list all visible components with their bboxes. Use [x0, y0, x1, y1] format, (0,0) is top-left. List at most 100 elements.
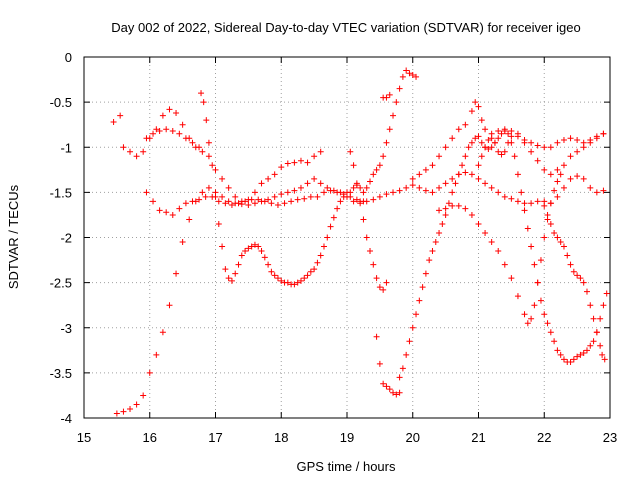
data-point [544, 320, 551, 327]
data-point [133, 401, 140, 408]
data-point [475, 103, 482, 110]
data-point [350, 184, 357, 191]
data-point [449, 202, 456, 209]
data-point [501, 193, 508, 200]
data-point [528, 139, 535, 146]
data-point [245, 245, 252, 252]
data-point [169, 211, 176, 218]
data-point [590, 338, 597, 345]
data-point [127, 148, 134, 155]
data-point [541, 166, 548, 173]
data-point [396, 187, 403, 194]
data-point [271, 272, 278, 279]
data-point [222, 266, 229, 273]
data-point [560, 184, 567, 191]
data-point [554, 166, 561, 173]
data-point [225, 198, 232, 205]
data-point [587, 184, 594, 191]
series-sat-e [347, 148, 403, 398]
data-point [110, 118, 117, 125]
data-point [491, 139, 498, 146]
data-point [597, 315, 604, 322]
data-point [488, 239, 495, 246]
data-point [232, 270, 239, 277]
data-point [314, 193, 321, 200]
data-point [557, 171, 564, 178]
data-point [373, 275, 380, 282]
y-tick-label: -3.5 [50, 366, 72, 381]
data-point [541, 144, 548, 151]
data-point [274, 275, 281, 282]
data-point [518, 189, 525, 196]
data-point [203, 117, 210, 124]
data-point [445, 200, 452, 207]
data-point [291, 187, 298, 194]
data-point [557, 239, 564, 246]
data-point [258, 248, 265, 255]
series-sat-c [143, 187, 367, 218]
data-point [537, 257, 544, 264]
data-point [304, 180, 311, 187]
x-tick-label: 23 [603, 430, 617, 445]
data-point [281, 200, 288, 207]
data-point [120, 144, 127, 151]
data-point [248, 243, 255, 250]
data-point [409, 175, 416, 182]
data-point [514, 293, 521, 300]
data-point [501, 261, 508, 268]
data-point [113, 410, 120, 417]
data-point [547, 200, 554, 207]
y-tick-label: 0 [65, 50, 72, 65]
y-tick-label: -0.5 [50, 95, 72, 110]
data-point [547, 329, 554, 336]
data-point [498, 130, 505, 137]
data-point [455, 126, 462, 133]
data-point [189, 139, 196, 146]
data-point [580, 350, 587, 357]
series-sat-f [347, 67, 420, 196]
data-point [311, 266, 318, 273]
data-point [478, 117, 485, 124]
data-point [383, 94, 390, 101]
data-point [413, 311, 420, 318]
data-point [482, 144, 489, 151]
data-point [212, 193, 219, 200]
data-point [554, 193, 561, 200]
data-point [320, 189, 327, 196]
data-point [284, 279, 291, 286]
data-points [110, 67, 610, 417]
data-point [600, 302, 607, 309]
data-point [580, 175, 587, 182]
data-point [416, 171, 423, 178]
data-point [360, 216, 367, 223]
data-point [317, 180, 324, 187]
data-point [580, 144, 587, 151]
data-point [449, 175, 456, 182]
data-point [531, 261, 538, 268]
data-point [528, 315, 535, 322]
data-point [593, 329, 600, 336]
data-point [337, 198, 344, 205]
data-point [297, 157, 304, 164]
data-point [574, 137, 581, 144]
series-sat-a [110, 106, 324, 205]
data-point [567, 175, 574, 182]
data-point [567, 261, 574, 268]
data-point [587, 302, 594, 309]
y-tick-label: -2.5 [50, 276, 72, 291]
data-point [560, 162, 567, 169]
data-point [317, 252, 324, 259]
data-point [376, 360, 383, 367]
data-point [478, 153, 485, 160]
chart-title: Day 002 of 2022, Sidereal Day-to-day VTE… [111, 20, 580, 35]
data-point [380, 153, 387, 160]
data-point [143, 189, 150, 196]
data-point [261, 198, 268, 205]
data-point [173, 270, 180, 277]
data-point [156, 207, 163, 214]
data-point [159, 329, 166, 336]
data-point [554, 234, 561, 241]
data-point [601, 356, 608, 363]
data-point [406, 338, 413, 345]
data-point [330, 214, 337, 221]
